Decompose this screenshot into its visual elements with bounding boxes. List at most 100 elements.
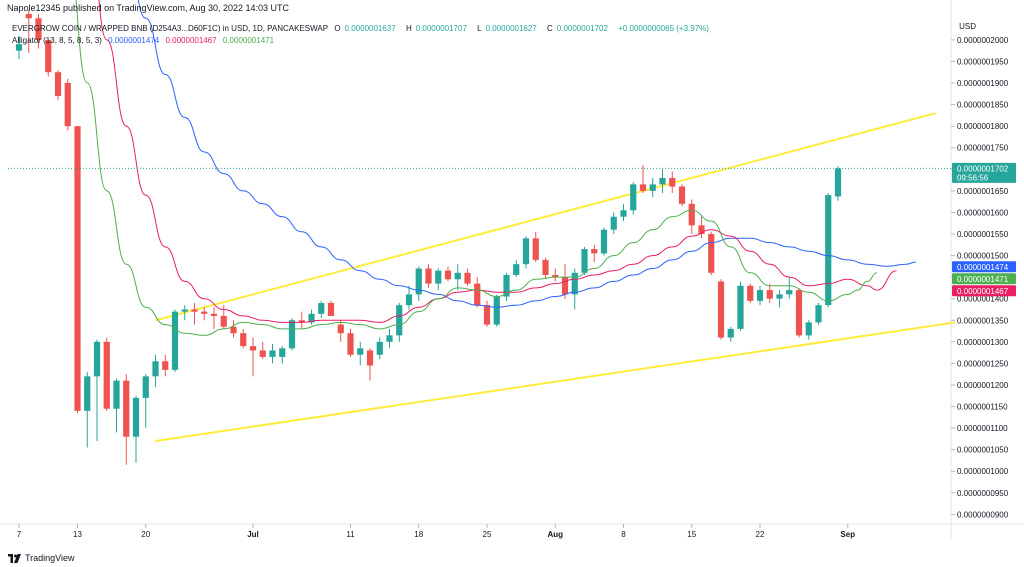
time-tick-label: 20	[141, 530, 150, 539]
price-tick-label: 0.0000001350	[957, 316, 1009, 325]
candle-up	[435, 270, 442, 284]
candle-down	[162, 361, 169, 370]
candle-up	[396, 305, 403, 336]
candle-up	[142, 376, 149, 398]
candle-down	[210, 313, 218, 316]
candle-up	[357, 348, 364, 355]
currency-label: USD	[959, 22, 976, 31]
price-tag-box	[952, 285, 1016, 297]
symbol-name: EVERGROW COIN / WRAPPED BNB (D254A3...D6…	[12, 24, 329, 33]
candle-down	[591, 249, 598, 254]
candle-down	[698, 225, 705, 234]
price-tick-label: 0.0000001850	[957, 101, 1009, 110]
series-jaw-line	[137, 0, 917, 308]
candle-down	[240, 333, 247, 347]
candle-up	[132, 397, 140, 437]
candle-down	[45, 39, 52, 73]
publish-line: Napole12345 published on TradingView.com…	[7, 3, 290, 13]
indicator-name: Alligator (13, 8, 5, 8, 5, 3)	[12, 36, 102, 45]
alligator-lines	[75, 0, 917, 336]
price-axis[interactable]: 0.0000002000 0.0000001950 0.0000001900 0.00…	[951, 36, 1009, 519]
price-tick-label: 0.0000001750	[957, 144, 1009, 153]
close-value: 0.0000001702	[556, 24, 608, 33]
candle-up	[581, 249, 588, 273]
candle-up	[493, 296, 500, 325]
price-tick-label: 0.0000001150	[957, 403, 1008, 412]
candle-up	[181, 309, 188, 312]
candle-down	[201, 311, 208, 314]
candle-up	[93, 341, 101, 377]
jaw-value: 0.0000001474	[108, 36, 160, 45]
candle-down	[639, 184, 647, 191]
candle-up	[171, 311, 179, 370]
candle-up	[805, 322, 812, 336]
time-tick-label: Sep	[840, 530, 855, 539]
candle-up	[503, 274, 510, 297]
price-tick-label: 0.0000000950	[957, 489, 1009, 498]
candle-up	[610, 216, 617, 230]
candle-down	[298, 320, 305, 323]
candle-up	[756, 290, 764, 301]
open-value: 0.0000001637	[344, 24, 396, 33]
candle-down	[766, 290, 773, 299]
price-tick-label: 0.0000001550	[957, 230, 1009, 239]
price-tick-label: 0.0000001200	[957, 381, 1009, 390]
time-tick-label: 11	[346, 530, 355, 539]
candle-down	[483, 305, 491, 325]
candle-down	[717, 281, 725, 338]
close-label: C	[547, 24, 553, 33]
candle-down	[25, 14, 32, 19]
price-tag-label: 0.0000001467	[957, 287, 1009, 296]
candle-up	[15, 44, 23, 51]
candle-down	[35, 18, 42, 40]
price-tick-label: 0.0000001600	[957, 208, 1009, 217]
candle-down	[366, 350, 374, 366]
time-tick-label: 22	[756, 530, 765, 539]
candle-down	[220, 315, 227, 327]
price-tag-label: 0.0000001474	[957, 263, 1009, 272]
high-label: H	[405, 24, 412, 33]
indicator-legend[interactable]: Alligator (13, 8, 5, 8, 5, 3) 0.00000014…	[12, 36, 278, 45]
time-tick-label: 7	[17, 530, 22, 539]
candle-down	[688, 203, 695, 226]
price-tick-label: 0.0000001400	[957, 295, 1009, 304]
price-tick-label: 0.0000000900	[957, 510, 1009, 519]
candle-down	[474, 283, 481, 306]
candle-up	[376, 341, 383, 355]
candle-up	[318, 303, 325, 314]
candle-up	[152, 361, 159, 377]
candle-up	[84, 376, 91, 411]
candle-down	[552, 274, 559, 278]
candle-up	[649, 184, 656, 191]
candle-up	[405, 294, 413, 306]
price-tick-label: 0.0000002000	[957, 36, 1009, 45]
time-tick-label: 25	[483, 530, 492, 539]
channel-line	[155, 321, 956, 443]
price-tick-label: 0.0000001100	[957, 424, 1008, 433]
time-tick-label: 13	[73, 530, 82, 539]
open-label: O	[334, 24, 341, 33]
high-value: 0.0000001707	[415, 24, 467, 33]
brand-label: TradingView	[25, 553, 75, 563]
symbol-legend[interactable]: EVERGROW COIN / WRAPPED BNB (D254A3...D6…	[12, 24, 713, 33]
candle-up	[513, 264, 520, 275]
time-tick-label: 8	[621, 530, 626, 539]
candle-up	[415, 268, 422, 295]
time-axis[interactable]: 7 13 20 Jul 11 18 25 Aug 8 15 22 Sep	[17, 524, 855, 539]
candle-down	[327, 303, 335, 316]
candle-down	[259, 350, 266, 357]
tradingview-brand[interactable]: TradingView	[8, 553, 75, 563]
candle-down	[337, 324, 344, 334]
change-value: +0.0000000065 (+3.97%)	[618, 24, 709, 33]
time-tick-label: Aug	[547, 530, 563, 539]
price-tick-label: 0.0000001800	[957, 122, 1009, 131]
candle-up	[786, 290, 793, 295]
candle-down	[669, 177, 676, 187]
candle-up	[659, 177, 666, 185]
time-tick-label: 15	[687, 530, 696, 539]
series-lips-line	[75, 0, 878, 336]
candle-up	[776, 294, 783, 299]
candle-down	[64, 83, 71, 127]
